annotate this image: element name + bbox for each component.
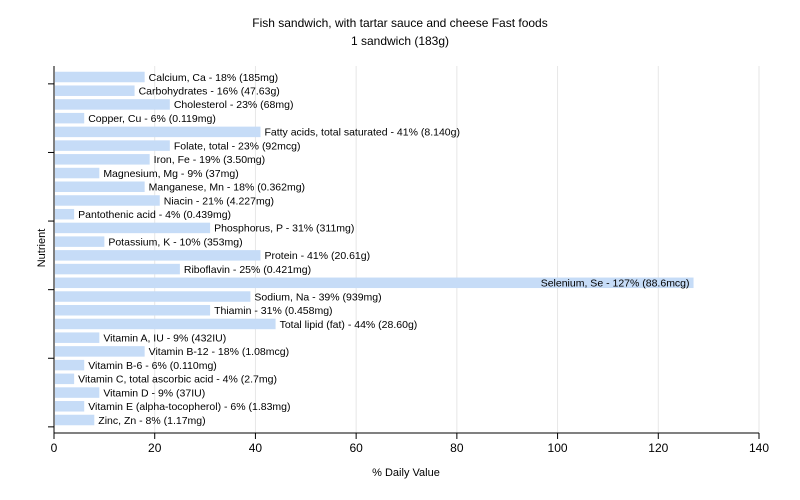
x-tick-label-6: 120 (648, 441, 668, 455)
bar-12 (55, 236, 105, 247)
bar-4 (55, 126, 261, 138)
x-axis-label: % Daily Value (372, 467, 440, 479)
bar-label-6: Iron, Fe - 19% (3.50mg) (154, 154, 265, 166)
bar-label-14: Riboflavin - 25% (0.421mg) (184, 264, 311, 276)
bar-16 (55, 291, 251, 302)
bar-label-10: Pantothenic acid - 4% (0.439mg) (78, 209, 231, 221)
bar-label-1: Carbohydrates - 16% (47.63g) (139, 86, 280, 98)
bar-label-24: Vitamin E (alpha-tocopherol) - 6% (1.83m… (88, 401, 290, 413)
x-tick-label-5: 100 (548, 441, 568, 455)
bar-label-11: Phosphorus, P - 31% (311mg) (214, 223, 354, 235)
bar-label-0: Calcium, Ca - 18% (185mg) (149, 72, 279, 84)
bar-0 (55, 71, 145, 83)
bar-label-21: Vitamin B-6 - 6% (0.110mg) (88, 360, 217, 372)
bar-label-8: Manganese, Mn - 18% (0.362mg) (149, 182, 305, 194)
bar-label-16: Sodium, Na - 39% (939mg) (254, 291, 381, 303)
x-tick-label-2: 40 (249, 441, 263, 455)
x-tick-label-0: 0 (51, 441, 58, 455)
bar-label-22: Vitamin C, total ascorbic acid - 4% (2.7… (78, 374, 277, 386)
bar-19 (55, 332, 100, 343)
bar-label-5: Folate, total - 23% (92mcg) (174, 140, 301, 152)
bar-18 (55, 318, 276, 330)
bar-25 (55, 414, 95, 426)
bar-21 (55, 359, 85, 371)
chart-subtitle: 1 sandwich (183g) (351, 34, 449, 48)
x-tick-label-3: 60 (349, 441, 363, 455)
bar-1 (55, 85, 135, 96)
bar-label-17: Thiamin - 31% (0.458mg) (214, 305, 332, 317)
bar-label-4: Fatty acids, total saturated - 41% (8.14… (264, 127, 460, 139)
bar-label-25: Zinc, Zn - 8% (1.17mg) (98, 415, 205, 427)
x-tick-label-1: 20 (148, 441, 162, 455)
bar-7 (55, 167, 100, 179)
x-tick-label-7: 140 (749, 441, 769, 455)
bar-label-12: Potassium, K - 10% (353mg) (108, 236, 242, 248)
chart-title: Fish sandwich, with tartar sauce and che… (252, 16, 547, 30)
axes (48, 66, 759, 434)
bar-10 (55, 208, 75, 220)
bar-label-9: Niacin - 21% (4.227mg) (164, 195, 274, 207)
bars-group: Calcium, Ca - 18% (185mg) Carbohydrates -… (55, 71, 694, 427)
x-tick-label-4: 80 (450, 441, 464, 455)
bar-9 (55, 195, 160, 206)
bar-20 (55, 346, 145, 357)
bar-15 (55, 277, 694, 289)
bar-label-20: Vitamin B-12 - 18% (1.08mcg) (149, 346, 289, 358)
bar-3 (55, 112, 85, 124)
bar-label-2: Cholesterol - 23% (68mg) (174, 99, 294, 111)
bar-13 (55, 250, 261, 261)
bar-label-18: Total lipid (fat) - 44% (28.60g) (280, 319, 418, 331)
bar-label-15: Selenium, Se - 127% (88.6mcg) (541, 278, 690, 290)
bar-8 (55, 181, 145, 193)
bar-14 (55, 263, 180, 275)
bar-23 (55, 387, 100, 398)
bar-label-3: Copper, Cu - 6% (0.119mg) (88, 113, 216, 125)
bar-17 (55, 304, 211, 316)
bar-label-19: Vitamin A, IU - 9% (432IU) (103, 332, 226, 344)
bar-label-7: Magnesium, Mg - 9% (37mg) (103, 168, 238, 180)
bar-5 (55, 140, 170, 151)
bar-11 (55, 222, 211, 234)
bar-24 (55, 401, 85, 412)
y-axis-label: Nutrient (36, 229, 48, 268)
x-axis-ticks: 0 20 40 60 80 100 120 140 (51, 433, 769, 455)
bar-label-23: Vitamin D - 9% (37IU) (103, 387, 205, 399)
bar-22 (55, 373, 75, 385)
bar-label-13: Protein - 41% (20.61g) (264, 250, 370, 262)
bar-6 (55, 154, 150, 165)
bar-2 (55, 99, 170, 110)
